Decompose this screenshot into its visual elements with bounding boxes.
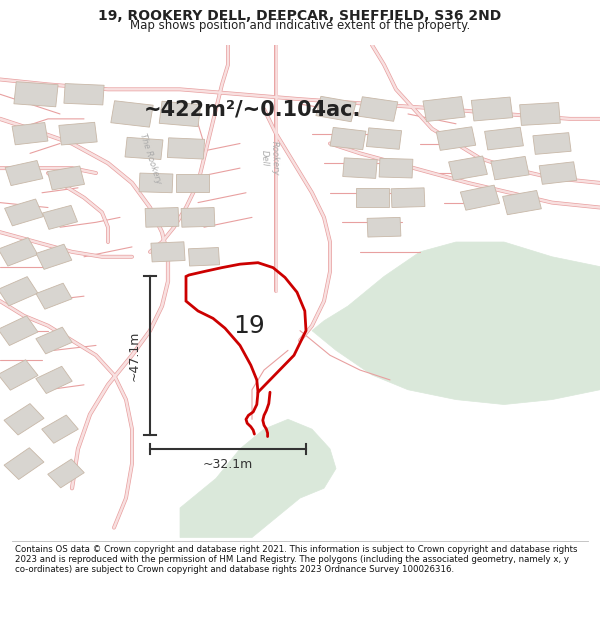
- Polygon shape: [436, 127, 476, 151]
- Polygon shape: [312, 242, 600, 404]
- Polygon shape: [47, 166, 85, 190]
- Polygon shape: [176, 174, 209, 192]
- Text: 19: 19: [233, 314, 265, 338]
- Polygon shape: [539, 162, 577, 184]
- Polygon shape: [0, 360, 38, 390]
- Polygon shape: [316, 96, 356, 122]
- Polygon shape: [188, 248, 220, 266]
- Polygon shape: [533, 132, 571, 154]
- Polygon shape: [449, 156, 487, 180]
- Polygon shape: [181, 208, 215, 227]
- Polygon shape: [4, 448, 44, 479]
- Polygon shape: [12, 122, 48, 145]
- Polygon shape: [485, 127, 523, 150]
- Polygon shape: [5, 199, 43, 226]
- Polygon shape: [0, 277, 38, 306]
- Polygon shape: [0, 238, 38, 266]
- Text: The Rookery: The Rookery: [137, 132, 163, 185]
- Polygon shape: [151, 242, 185, 262]
- Polygon shape: [491, 156, 529, 180]
- Polygon shape: [36, 244, 72, 269]
- Polygon shape: [64, 84, 104, 105]
- Polygon shape: [460, 185, 500, 210]
- Polygon shape: [145, 208, 179, 227]
- Polygon shape: [367, 217, 401, 237]
- Polygon shape: [36, 366, 72, 394]
- Polygon shape: [0, 316, 38, 346]
- Polygon shape: [125, 138, 163, 159]
- Text: Map shows position and indicative extent of the property.: Map shows position and indicative extent…: [130, 19, 470, 31]
- Polygon shape: [111, 101, 153, 127]
- Polygon shape: [36, 283, 72, 309]
- Polygon shape: [36, 327, 72, 354]
- Polygon shape: [180, 419, 336, 538]
- Polygon shape: [423, 96, 465, 121]
- Polygon shape: [43, 206, 77, 229]
- Polygon shape: [159, 101, 201, 127]
- Polygon shape: [367, 128, 401, 149]
- Text: ~47.1m: ~47.1m: [128, 331, 141, 381]
- Text: ~32.1m: ~32.1m: [203, 458, 253, 471]
- Polygon shape: [139, 173, 173, 192]
- Text: Rookery
Dell: Rookery Dell: [260, 141, 280, 176]
- Polygon shape: [5, 161, 43, 186]
- Polygon shape: [14, 82, 58, 107]
- Polygon shape: [391, 188, 425, 208]
- Polygon shape: [167, 138, 205, 159]
- Polygon shape: [343, 158, 377, 178]
- Polygon shape: [59, 122, 97, 145]
- Polygon shape: [379, 158, 413, 178]
- Polygon shape: [48, 459, 84, 488]
- Polygon shape: [4, 404, 44, 435]
- Polygon shape: [471, 97, 513, 121]
- Text: ~422m²/~0.104ac.: ~422m²/~0.104ac.: [144, 99, 361, 119]
- Polygon shape: [503, 191, 541, 215]
- Polygon shape: [41, 415, 79, 443]
- Text: 19, ROOKERY DELL, DEEPCAR, SHEFFIELD, S36 2ND: 19, ROOKERY DELL, DEEPCAR, SHEFFIELD, S3…: [98, 9, 502, 23]
- Polygon shape: [330, 127, 366, 150]
- Polygon shape: [355, 188, 389, 207]
- Polygon shape: [358, 97, 398, 121]
- Text: Contains OS data © Crown copyright and database right 2021. This information is : Contains OS data © Crown copyright and d…: [15, 544, 577, 574]
- Polygon shape: [520, 102, 560, 126]
